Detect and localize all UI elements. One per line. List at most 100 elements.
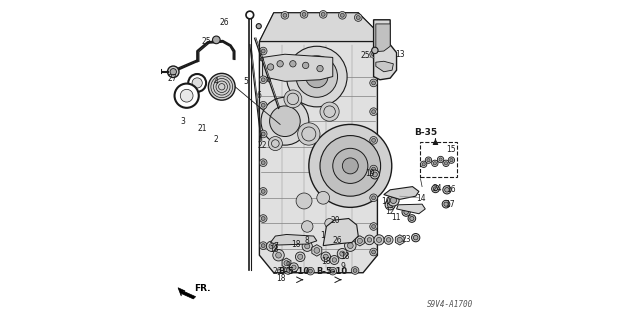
Circle shape	[261, 103, 265, 107]
Circle shape	[309, 124, 392, 207]
Circle shape	[292, 265, 296, 270]
Text: 3: 3	[180, 117, 185, 126]
Circle shape	[180, 89, 193, 102]
Circle shape	[374, 235, 384, 245]
Circle shape	[289, 263, 298, 272]
Circle shape	[301, 221, 313, 232]
Circle shape	[342, 158, 358, 174]
Circle shape	[259, 188, 267, 195]
Text: 5: 5	[244, 77, 248, 86]
Circle shape	[284, 261, 289, 266]
Circle shape	[372, 81, 376, 85]
Circle shape	[268, 137, 282, 151]
Text: 20: 20	[330, 216, 340, 225]
Circle shape	[385, 200, 396, 210]
Circle shape	[370, 165, 378, 173]
Text: FR.: FR.	[194, 284, 211, 293]
Text: 12: 12	[385, 207, 395, 216]
Circle shape	[261, 189, 265, 193]
Polygon shape	[384, 187, 419, 199]
Text: 13: 13	[395, 50, 404, 59]
Text: 21: 21	[197, 124, 207, 133]
Text: 4: 4	[214, 77, 219, 86]
Circle shape	[296, 193, 312, 209]
Circle shape	[259, 101, 267, 109]
Text: B-35: B-35	[413, 128, 437, 137]
Circle shape	[320, 136, 381, 196]
Text: 23: 23	[401, 235, 411, 244]
Circle shape	[284, 90, 302, 108]
Circle shape	[376, 237, 381, 242]
Circle shape	[261, 161, 265, 165]
Circle shape	[332, 258, 337, 262]
Text: 18: 18	[291, 240, 301, 249]
Circle shape	[256, 24, 261, 29]
Circle shape	[170, 69, 177, 75]
Text: 17: 17	[445, 200, 455, 209]
Text: 18: 18	[321, 257, 330, 266]
Text: 11: 11	[391, 213, 401, 222]
Circle shape	[442, 200, 450, 208]
Text: 16: 16	[447, 185, 456, 194]
Circle shape	[371, 170, 380, 179]
Circle shape	[425, 157, 431, 163]
Circle shape	[356, 16, 360, 19]
Circle shape	[273, 249, 284, 261]
Circle shape	[324, 219, 334, 228]
Circle shape	[329, 267, 337, 275]
Circle shape	[287, 93, 299, 105]
Polygon shape	[346, 41, 378, 273]
Circle shape	[259, 215, 267, 222]
Circle shape	[388, 195, 399, 206]
Circle shape	[303, 62, 309, 69]
Circle shape	[298, 123, 320, 145]
Polygon shape	[259, 13, 378, 41]
Circle shape	[261, 97, 309, 145]
Circle shape	[372, 110, 376, 114]
Circle shape	[333, 148, 368, 183]
Polygon shape	[376, 61, 394, 72]
Circle shape	[290, 61, 296, 67]
Circle shape	[259, 76, 267, 84]
Text: 27: 27	[168, 74, 177, 83]
Polygon shape	[259, 13, 378, 41]
Circle shape	[276, 252, 282, 258]
Circle shape	[413, 235, 418, 240]
Text: 24: 24	[433, 184, 442, 193]
Circle shape	[443, 160, 449, 167]
Text: 22: 22	[258, 141, 268, 150]
Circle shape	[188, 74, 206, 92]
Polygon shape	[323, 219, 358, 246]
Circle shape	[387, 238, 391, 242]
Circle shape	[372, 250, 376, 254]
Circle shape	[259, 130, 267, 138]
Circle shape	[287, 46, 347, 107]
Text: 18: 18	[276, 274, 286, 283]
Circle shape	[370, 137, 378, 144]
Circle shape	[268, 64, 274, 70]
Circle shape	[355, 14, 362, 21]
Circle shape	[296, 252, 305, 262]
Circle shape	[283, 13, 287, 17]
Circle shape	[271, 140, 279, 147]
Polygon shape	[282, 258, 291, 268]
Circle shape	[433, 187, 438, 191]
Circle shape	[246, 11, 253, 19]
Circle shape	[367, 238, 372, 242]
Circle shape	[420, 161, 427, 167]
Circle shape	[268, 79, 271, 82]
Text: 15: 15	[446, 145, 456, 154]
Circle shape	[339, 11, 346, 19]
Circle shape	[192, 78, 202, 88]
Circle shape	[300, 11, 308, 18]
Circle shape	[427, 159, 430, 162]
Circle shape	[397, 237, 403, 242]
Circle shape	[365, 235, 374, 245]
Circle shape	[408, 215, 416, 222]
Circle shape	[439, 158, 442, 161]
Circle shape	[317, 65, 323, 72]
Text: 26: 26	[220, 19, 229, 27]
Circle shape	[259, 47, 267, 55]
Circle shape	[431, 185, 439, 193]
Circle shape	[433, 162, 436, 165]
